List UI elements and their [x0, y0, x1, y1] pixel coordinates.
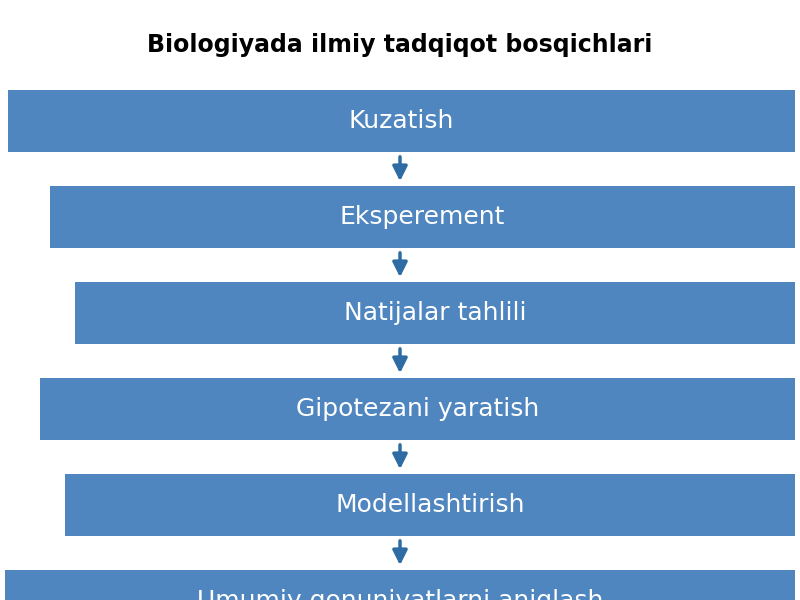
Text: Biologiyada ilmiy tadqiqot bosqichlari: Biologiyada ilmiy tadqiqot bosqichlari	[147, 33, 653, 57]
Text: Umumiy qonuniyatlarni aniqlash: Umumiy qonuniyatlarni aniqlash	[197, 589, 603, 600]
Bar	[75, 282, 795, 344]
Text: Natijalar tahlili: Natijalar tahlili	[344, 301, 526, 325]
Bar	[5, 570, 795, 600]
Bar	[8, 90, 795, 152]
Bar	[65, 474, 795, 536]
Text: Modellashtirish: Modellashtirish	[335, 493, 525, 517]
Text: Eksperement: Eksperement	[340, 205, 505, 229]
Bar	[50, 186, 795, 248]
Text: Kuzatish: Kuzatish	[349, 109, 454, 133]
Bar	[40, 378, 795, 440]
Text: Gipotezani yaratish: Gipotezani yaratish	[296, 397, 539, 421]
